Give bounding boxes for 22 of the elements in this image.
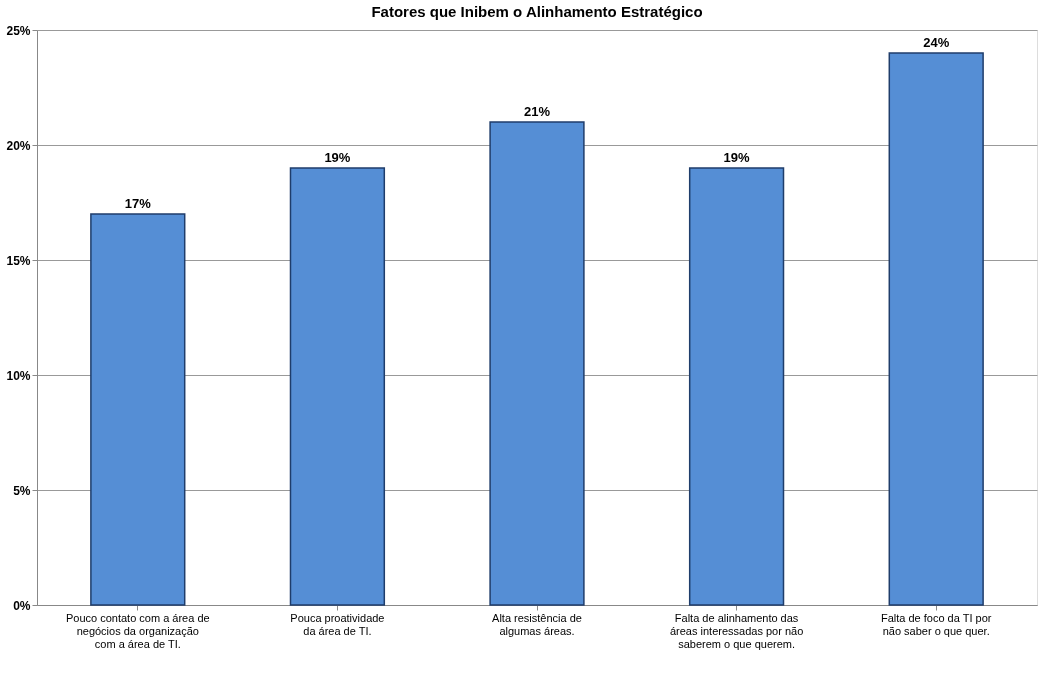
bar [688,167,785,606]
y-tick-label: 5% [13,483,31,498]
x-tick-label: Falta de alinhamento das áreas interessadas por não saberem o que querem. [669,611,804,650]
y-tick-label: 0% [13,598,31,613]
y-tick-label: 25% [6,23,31,38]
x-tick-label: Falta de foco da TI por não saber o que quer. [880,611,992,637]
y-tick-label: 15% [6,253,31,268]
x-tick-label: Pouco contato com a área de negócios da organização com a área de TI. [65,611,210,650]
bar [90,213,186,606]
data-label: 21% [523,104,551,119]
data-label: 24% [923,35,950,50]
data-label: 17% [124,196,152,211]
x-tick-label: Alta resistência de algumas áreas. [492,611,582,637]
data-label: 19% [723,150,751,165]
y-tick-label: 20% [6,138,31,153]
bar [888,52,984,606]
bar [289,167,386,606]
bar [489,121,585,606]
chart-title: Fatores que Inibem o Alinhamento Estratégico [371,3,703,20]
y-tick-label: 10% [6,368,31,383]
data-label: 19% [324,150,351,165]
x-tick-label: Pouca proatividade da área de TI. [290,611,385,637]
